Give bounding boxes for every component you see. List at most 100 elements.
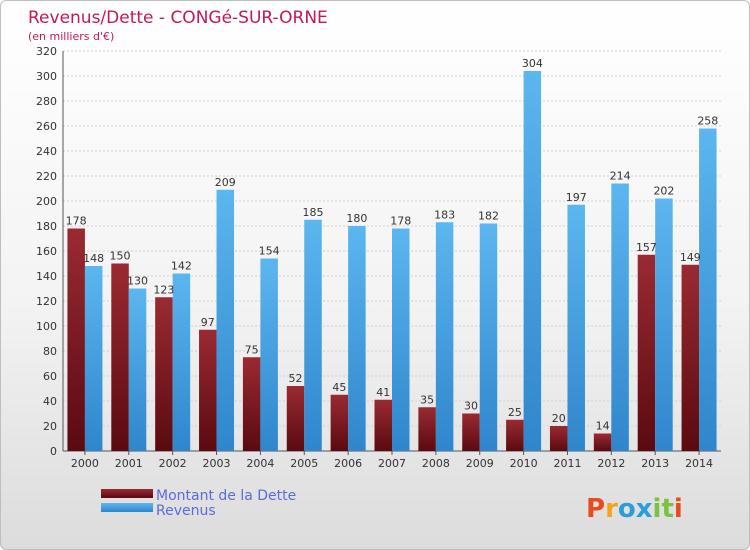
y-tick-label: 160	[36, 245, 57, 258]
chart-title: Revenus/Dette - CONGé-SUR-ORNE	[28, 8, 328, 28]
x-tick-label: 2002	[159, 457, 187, 470]
bar-debt-2000	[67, 228, 85, 451]
y-tick-label: 0	[50, 445, 57, 458]
data-label-revenue-2011: 197	[566, 191, 587, 204]
bar-revenue-2003	[216, 189, 235, 451]
data-label-revenue-2009: 182	[478, 210, 499, 223]
y-tick-label: 280	[36, 95, 57, 108]
logo-letter: P	[586, 494, 605, 524]
data-label-revenue-2000: 148	[83, 252, 104, 265]
y-tick-label: 240	[36, 145, 57, 158]
bar-revenue-2000	[84, 266, 103, 451]
data-label-debt-2007: 41	[376, 386, 390, 399]
bar-revenue-2011	[567, 204, 585, 451]
proxiti-logo: Proxiti	[586, 494, 683, 524]
legend-swatch-revenue	[101, 503, 153, 512]
legend-label-debt: Montant de la Dette	[156, 488, 296, 504]
y-tick-label: 120	[36, 295, 57, 308]
data-label-debt-2010: 25	[508, 406, 522, 419]
bar-debt-2010	[506, 419, 524, 451]
y-tick-label: 80	[43, 345, 57, 358]
bar-debt-2005	[286, 386, 305, 451]
bar-revenue-2001	[128, 288, 147, 451]
logo-letter: r	[605, 494, 618, 524]
x-tick-label: 2012	[597, 457, 625, 470]
data-labels: 178 148 150 130 123 142 97 209 75 154 52 185 45 180 41…	[66, 57, 719, 433]
data-label-debt-2008: 35	[420, 393, 434, 406]
data-label-revenue-2007: 178	[390, 215, 411, 228]
logo-letter: t	[661, 494, 673, 524]
bar-debt-2012	[593, 433, 612, 451]
bar-revenue-2005	[304, 219, 322, 451]
bar-revenue-2014	[699, 128, 717, 451]
data-label-debt-2001: 150	[110, 250, 131, 263]
bar-debt-2004	[242, 357, 261, 451]
bar-debt-2007	[374, 399, 392, 451]
y-tick-label: 260	[36, 120, 57, 133]
bar-revenue-2007	[392, 228, 410, 451]
bars	[67, 71, 717, 451]
logo-letter: i	[653, 494, 662, 524]
logo-letter: o	[618, 494, 636, 524]
y-tick-label: 140	[36, 270, 57, 283]
x-tick-label: 2014	[685, 457, 713, 470]
data-label-debt-2009: 30	[464, 400, 478, 413]
bar-debt-2003	[199, 329, 217, 451]
bar-debt-2011	[549, 426, 568, 451]
x-tick-label: 2011	[553, 457, 581, 470]
bar-revenue-2008	[435, 222, 454, 451]
bar-revenue-2009	[479, 223, 498, 451]
bar-debt-2014	[681, 264, 700, 451]
legend-swatch-debt	[101, 489, 153, 498]
y-tick-label: 200	[36, 195, 57, 208]
y-tick-label: 40	[43, 395, 57, 408]
bar-revenue-2004	[260, 258, 278, 451]
data-label-revenue-2004: 154	[259, 245, 280, 258]
bar-revenue-2012	[611, 183, 629, 451]
data-label-revenue-2012: 214	[610, 170, 631, 183]
data-label-revenue-2002: 142	[171, 260, 192, 273]
data-label-revenue-2001: 130	[127, 275, 148, 288]
x-tick-label: 2003	[203, 457, 231, 470]
bar-debt-2009	[462, 413, 480, 451]
bar-debt-2006	[330, 394, 349, 451]
y-tick-label: 60	[43, 370, 57, 383]
logo-letter: x	[636, 494, 653, 524]
chart-subtitle: (en milliers d'€)	[28, 30, 114, 43]
x-tick-label: 2009	[466, 457, 494, 470]
y-tick-label: 220	[36, 170, 57, 183]
bar-revenue-2013	[655, 198, 673, 451]
bar-revenue-2002	[172, 273, 191, 451]
y-tick-label: 300	[36, 70, 57, 83]
data-label-debt-2014: 149	[680, 251, 701, 264]
x-tick-label: 2013	[641, 457, 669, 470]
y-tick-label: 320	[36, 45, 57, 58]
bar-debt-2013	[637, 254, 656, 451]
legend-label-revenue: Revenus	[156, 503, 216, 519]
x-tick-label: 2008	[422, 457, 450, 470]
x-tick-label: 2000	[71, 457, 99, 470]
data-label-debt-2006: 45	[332, 381, 346, 394]
data-label-revenue-2014: 258	[697, 115, 718, 128]
data-label-debt-2011: 20	[552, 412, 566, 425]
data-label-debt-2002: 123	[153, 283, 174, 296]
bar-debt-2002	[155, 297, 173, 451]
x-tick-label: 2010	[510, 457, 538, 470]
data-label-revenue-2008: 183	[434, 208, 455, 221]
x-tick-label: 2005	[290, 457, 318, 470]
bar-revenue-2010	[523, 71, 542, 451]
data-label-revenue-2010: 304	[522, 57, 543, 70]
data-label-revenue-2013: 202	[653, 185, 674, 198]
x-tick-label: 2001	[115, 457, 143, 470]
data-label-debt-2012: 14	[596, 420, 610, 433]
data-label-debt-2004: 75	[245, 343, 259, 356]
data-label-debt-2003: 97	[201, 316, 215, 329]
y-tick-label: 180	[36, 220, 57, 233]
data-label-debt-2000: 178	[66, 215, 87, 228]
y-tick-label: 20	[43, 420, 57, 433]
x-tick-label: 2004	[246, 457, 274, 470]
bar-debt-2001	[111, 263, 129, 451]
bar-revenue-2006	[348, 226, 366, 451]
